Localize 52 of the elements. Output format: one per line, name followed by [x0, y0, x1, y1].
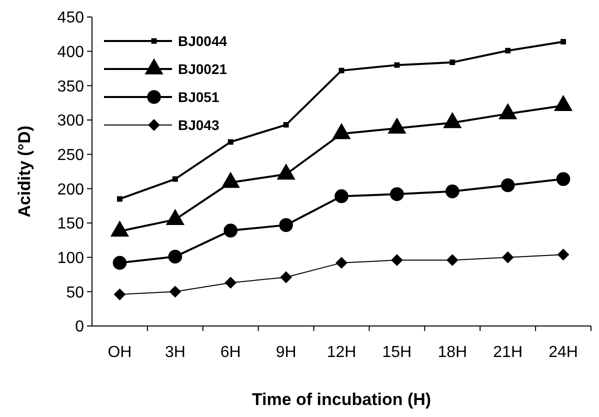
- y-tick-label: 0: [75, 318, 84, 336]
- point: [336, 256, 348, 269]
- x-axis-title: Time of incubation (H): [252, 390, 432, 409]
- point: [283, 122, 289, 128]
- y-tick-label: 400: [57, 44, 84, 61]
- y-tick-label: 450: [57, 10, 84, 27]
- x-tick-label: 6H: [220, 344, 241, 361]
- point: [280, 271, 292, 284]
- point: [556, 172, 570, 186]
- point: [338, 68, 344, 74]
- point: [446, 254, 458, 266]
- point: [557, 248, 570, 261]
- point: [390, 187, 404, 202]
- x-tick-label: 24H: [548, 344, 578, 361]
- legend-label: BJ0021: [178, 60, 228, 77]
- point: [560, 38, 566, 44]
- point: [334, 189, 348, 204]
- y-axis-title: Acidity (°D): [15, 126, 34, 218]
- x-tick-label: 15H: [382, 344, 412, 361]
- point: [505, 48, 511, 54]
- x-tick-label: 21H: [493, 344, 523, 361]
- point: [450, 60, 456, 66]
- point: [172, 176, 178, 182]
- y-tick-label: 150: [57, 216, 84, 233]
- point: [394, 62, 400, 68]
- point: [169, 286, 182, 298]
- point: [279, 218, 293, 232]
- x-tick-label: 9H: [276, 344, 296, 361]
- point: [500, 178, 515, 192]
- y-tick-label: 350: [57, 78, 84, 96]
- y-tick-label: 200: [57, 181, 84, 198]
- x-tick-label: OH: [108, 344, 132, 361]
- point: [112, 256, 127, 270]
- point: [391, 254, 403, 266]
- point: [224, 276, 237, 289]
- x-tick-label: 18H: [438, 344, 468, 361]
- point: [114, 288, 126, 300]
- point: [224, 224, 238, 238]
- x-tick-label: 3H: [164, 344, 186, 361]
- y-tick-label: 250: [57, 146, 84, 164]
- x-tick-label: 12H: [326, 344, 356, 361]
- point: [168, 250, 182, 264]
- y-tick-label: 300: [57, 112, 84, 130]
- point: [502, 251, 514, 264]
- point: [116, 196, 122, 202]
- y-tick-label: 50: [66, 284, 84, 302]
- point: [445, 184, 460, 198]
- legend-label: BJ0044: [178, 32, 228, 49]
- point: [228, 139, 234, 145]
- legend-label: BJ043: [178, 116, 220, 133]
- legend-label: BJ051: [178, 88, 220, 105]
- y-tick-label: 100: [57, 250, 84, 267]
